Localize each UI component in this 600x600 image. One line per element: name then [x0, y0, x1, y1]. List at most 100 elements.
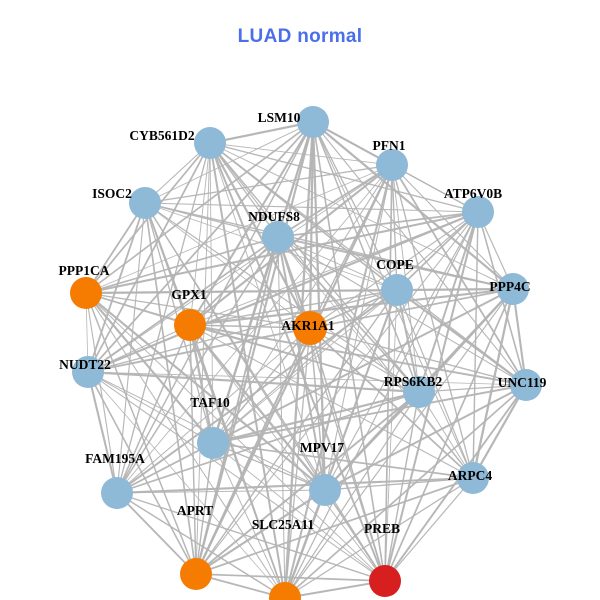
graph-node-unc119[interactable] [510, 369, 542, 401]
graph-node-label-slc25a11: SLC25A11 [252, 517, 315, 532]
graph-node-preb[interactable] [369, 565, 401, 597]
graph-node-label-lsm10: LSM10 [258, 110, 301, 125]
graph-edge [277, 236, 398, 291]
graph-node-aprt[interactable] [180, 558, 212, 590]
graph-edge [195, 573, 386, 582]
graph-edge [277, 164, 393, 238]
graph-edge [116, 121, 314, 494]
graph-edge [116, 492, 286, 599]
graph-edge [87, 236, 279, 373]
graph-edge [85, 236, 279, 294]
graph-edge [324, 211, 479, 491]
graph-edge [212, 288, 514, 444]
labels-layer: LSM10 CYB561D2 PFN1 ISOC2 ATP6V0B NDUFS8 COPE P… [59, 110, 547, 536]
graph-node-mpv17[interactable] [309, 474, 341, 506]
graph-edge [195, 289, 398, 575]
graph-edge [209, 142, 514, 290]
graph-edge [87, 289, 398, 373]
graph-edge [472, 384, 527, 479]
graph-edge [311, 121, 327, 491]
graph-node-ppp1ca[interactable] [70, 277, 102, 309]
graph-node-fam195a[interactable] [101, 477, 133, 509]
graph-node-gpx1[interactable] [174, 309, 206, 341]
graph-node-label-isoc2: ISOC2 [92, 186, 132, 201]
graph-edge [396, 211, 479, 291]
graph-edge [384, 391, 420, 582]
graph-node-label-unc119: UNC119 [498, 375, 547, 390]
graph-edge [116, 164, 393, 494]
graph-node-cyb561d2[interactable] [194, 127, 226, 159]
graph-edge [116, 202, 146, 494]
graph-edge [144, 202, 386, 582]
graph-edge [309, 327, 386, 582]
graph-edge [209, 142, 279, 238]
graph-edge [189, 324, 527, 386]
graph-edge [308, 121, 315, 329]
graph-edge [87, 370, 420, 394]
graph-edge [324, 164, 393, 491]
graph-edge [87, 371, 286, 599]
graph-node-label-gpx1: GPX1 [171, 287, 206, 302]
graph-edge [309, 327, 474, 479]
graph-node-label-ndufs8: NDUFS8 [248, 209, 300, 224]
graph-edge [144, 202, 479, 213]
graph-edge [212, 442, 386, 582]
graph-edge [87, 371, 197, 575]
graph-edge [284, 327, 311, 599]
graph-edge [189, 324, 326, 491]
graph-node-cope[interactable] [381, 274, 413, 306]
graph-edge [144, 121, 314, 204]
graph-node-label-cyb561d2: CYB561D2 [129, 128, 195, 143]
graph-edge [391, 164, 474, 479]
graph-edge [116, 327, 311, 494]
graph-node-pfn1[interactable] [376, 149, 408, 181]
graph-edge [87, 324, 191, 373]
graph-edge [396, 289, 527, 386]
graph-edge [194, 121, 315, 575]
graph-edge [284, 164, 393, 599]
graph-edge [87, 371, 214, 444]
graph-node-rps6kb2[interactable] [403, 376, 435, 408]
graph-node-isoc2[interactable] [129, 187, 161, 219]
graph-node-label-atp6v0b: ATP6V0B [444, 186, 502, 201]
graph-edge [195, 477, 474, 575]
graph-edge [384, 477, 474, 582]
graph-edge [472, 211, 479, 479]
graph-edge [116, 442, 214, 494]
graph-edge [208, 142, 287, 599]
graph-edge [85, 292, 197, 575]
graph-node-nudt22[interactable] [72, 356, 104, 388]
graph-edge [277, 236, 286, 599]
graph-edge [87, 327, 311, 373]
graph-edge [195, 489, 326, 575]
graph-node-taf10[interactable] [197, 427, 229, 459]
graph-node-akr1a1[interactable] [293, 311, 327, 345]
graph-node-ppp4c[interactable] [497, 273, 529, 305]
graph-edge [144, 164, 393, 204]
graph-node-lsm10[interactable] [297, 106, 329, 138]
graph-edge [188, 324, 215, 444]
graph-edge [212, 289, 398, 444]
graph-node-atp6v0b[interactable] [462, 196, 494, 228]
graph-edge [277, 236, 386, 582]
graph-edge [116, 492, 386, 582]
graph-edge [85, 210, 479, 295]
graph-edge [312, 121, 514, 290]
graph-edge [212, 442, 474, 479]
graph-node-label-aprt: APRT [177, 503, 213, 518]
graph-node-label-fam195a: FAM195A [85, 451, 145, 466]
graph-edge [396, 289, 420, 393]
graph-edge [284, 288, 514, 599]
graph-edge [309, 288, 514, 329]
graph-edge [391, 164, 479, 213]
graph-node-arpc4[interactable] [457, 462, 489, 494]
graph-edge [212, 442, 286, 599]
graph-node-ndufs8[interactable] [262, 221, 294, 253]
graph-edge [195, 442, 214, 575]
graph-edge [116, 476, 474, 495]
graph-edge [209, 142, 474, 479]
graph-edge [85, 287, 514, 295]
graph-node-slc25a11[interactable] [269, 582, 301, 600]
graph-node-label-nudt22: NUDT22 [59, 357, 111, 372]
